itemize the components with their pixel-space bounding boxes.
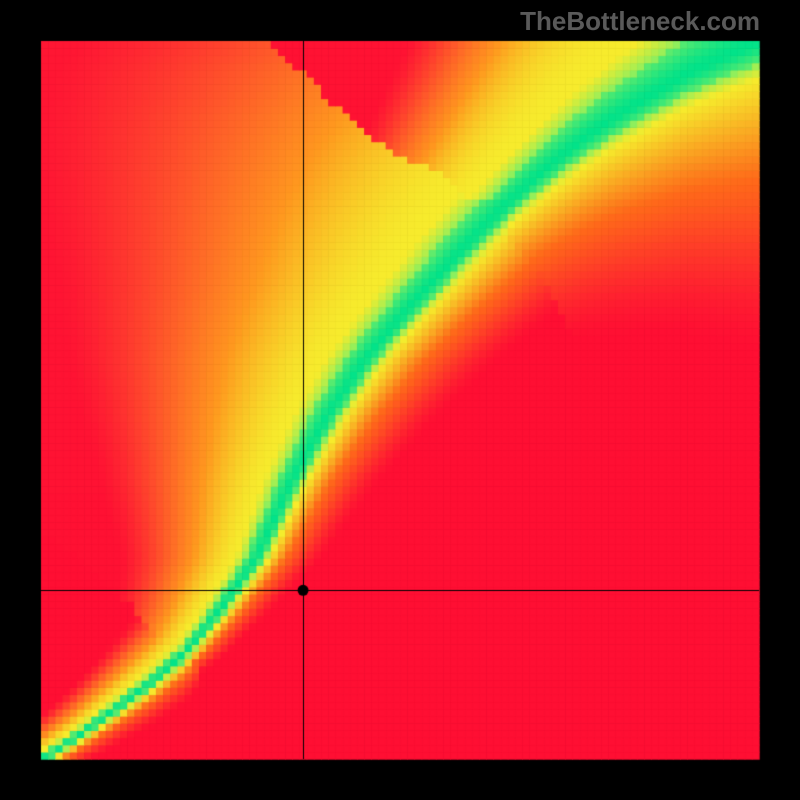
bottleneck-heatmap-canvas xyxy=(0,0,800,800)
watermark-text: TheBottleneck.com xyxy=(520,6,760,37)
chart-container: TheBottleneck.com xyxy=(0,0,800,800)
